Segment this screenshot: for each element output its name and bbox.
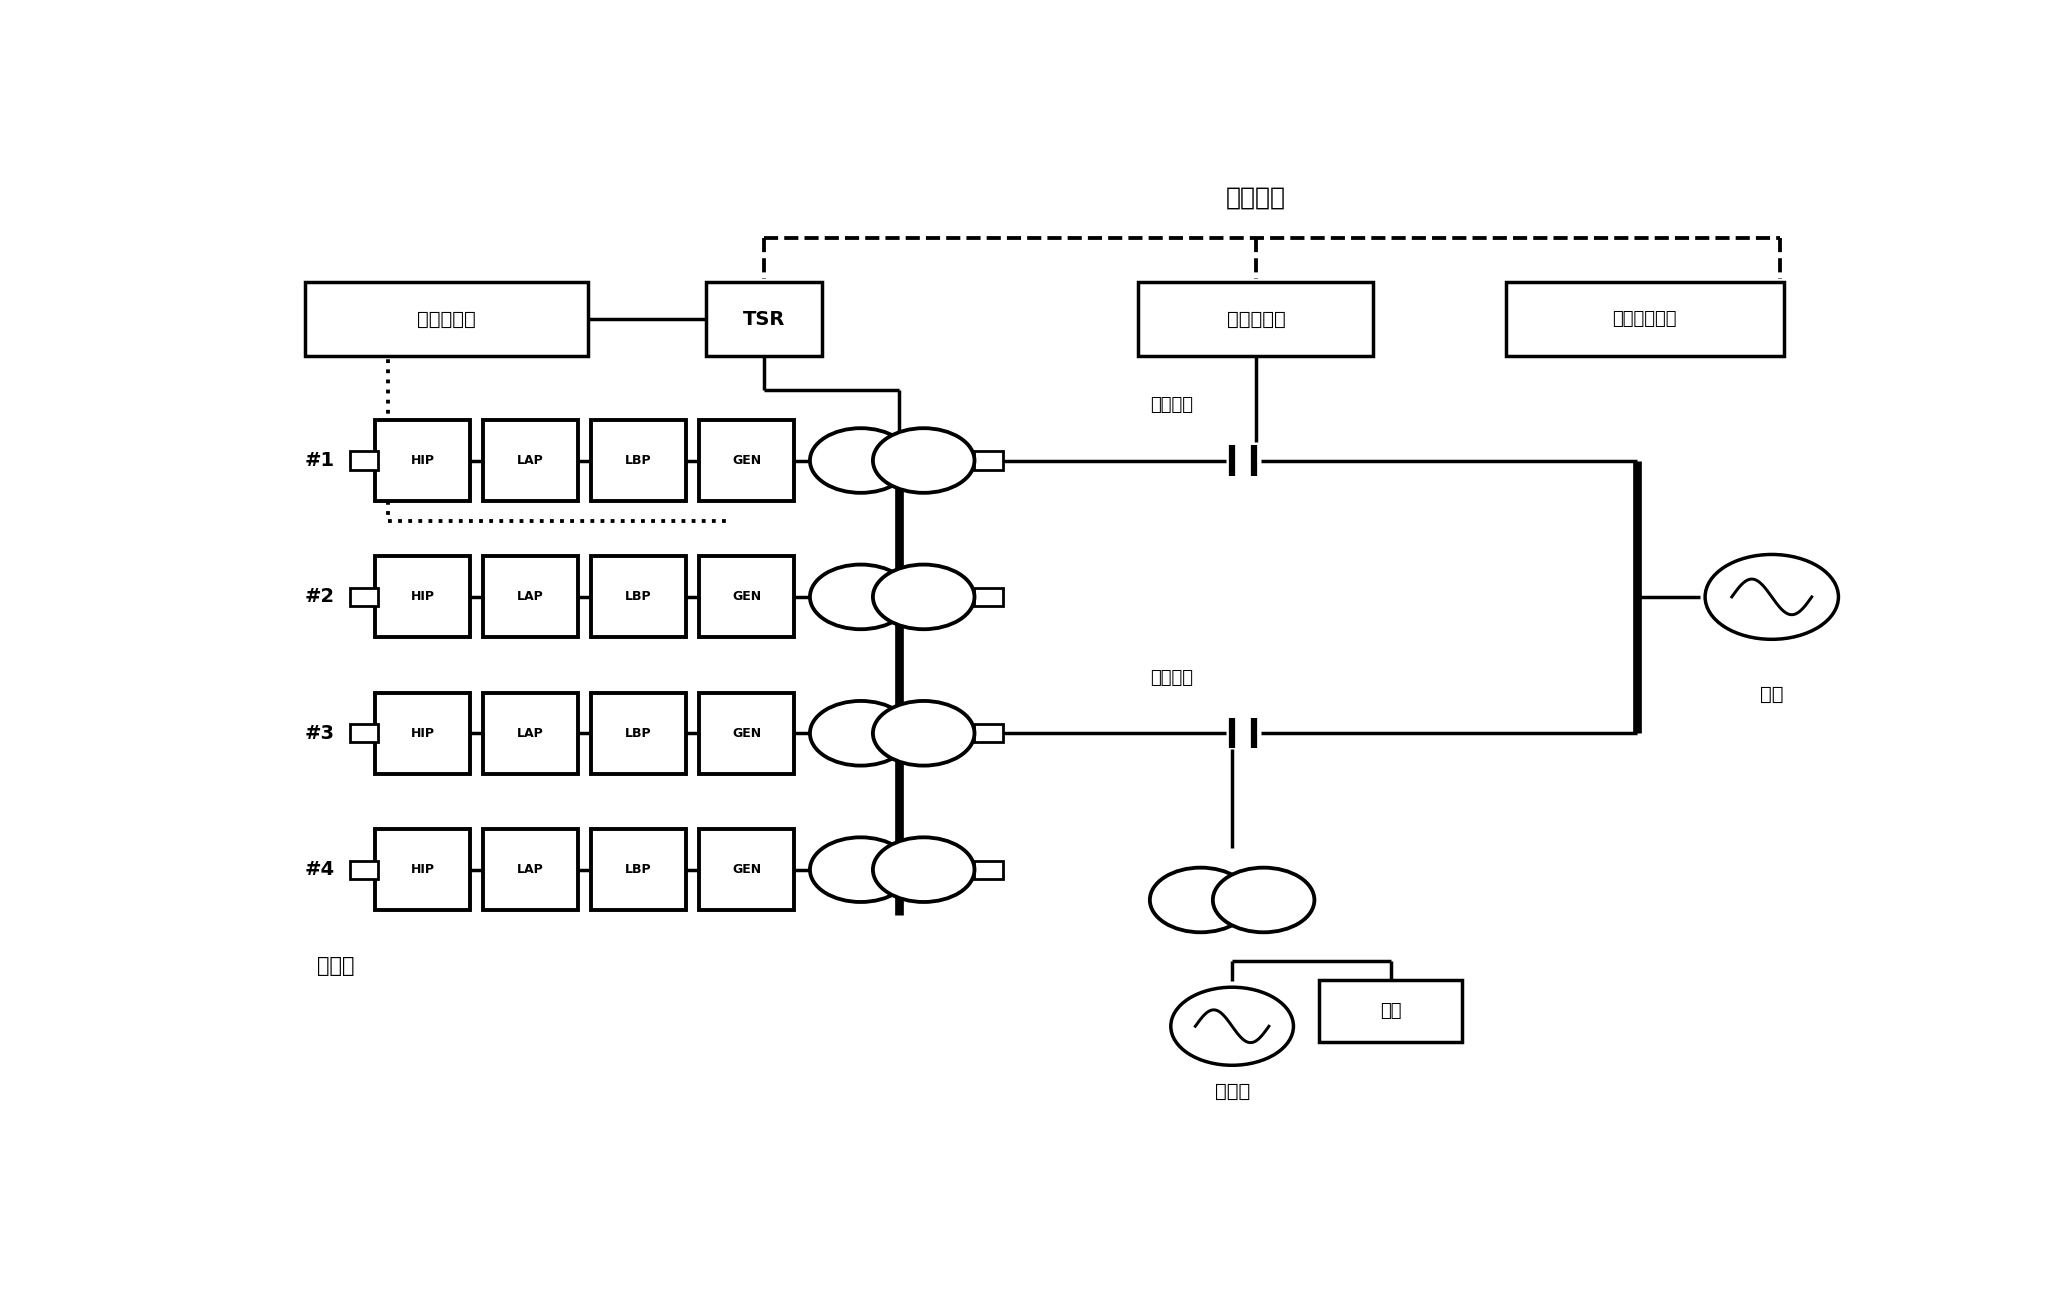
Bar	[1505, 282, 1784, 356]
Text: HIP: HIP	[412, 727, 434, 740]
Circle shape	[809, 564, 911, 630]
Bar	[698, 829, 795, 911]
Text: GEN: GEN	[731, 727, 762, 740]
Text: 发电厂: 发电厂	[1214, 1082, 1249, 1101]
Bar	[350, 861, 379, 879]
Bar	[350, 451, 379, 470]
Text: LBP: LBP	[625, 863, 651, 876]
Text: GEN: GEN	[731, 454, 762, 467]
Bar	[975, 724, 1004, 743]
Bar	[375, 420, 471, 501]
Circle shape	[1706, 555, 1839, 639]
Bar	[592, 556, 686, 638]
Bar	[305, 282, 588, 356]
Text: LBP: LBP	[625, 727, 651, 740]
Circle shape	[872, 701, 975, 766]
Bar	[698, 693, 795, 774]
Circle shape	[1149, 867, 1251, 933]
Text: 串补电容: 串补电容	[1151, 396, 1194, 415]
Bar	[1139, 282, 1374, 356]
Text: LAP: LAP	[518, 590, 545, 604]
Bar	[975, 861, 1004, 879]
Circle shape	[1212, 867, 1315, 933]
Bar	[592, 420, 686, 501]
Text: #1: #1	[305, 451, 334, 470]
Text: GEN: GEN	[731, 590, 762, 604]
Text: GEN: GEN	[731, 863, 762, 876]
Text: HIP: HIP	[412, 454, 434, 467]
Text: #4: #4	[305, 861, 334, 879]
Bar	[483, 556, 578, 638]
Bar	[698, 420, 795, 501]
Bar	[483, 693, 578, 774]
Text: LAP: LAP	[518, 454, 545, 467]
Circle shape	[872, 837, 975, 901]
Text: 系统: 系统	[1759, 685, 1784, 705]
Bar	[375, 693, 471, 774]
Text: LBP: LBP	[625, 454, 651, 467]
Bar	[350, 588, 379, 606]
Bar	[375, 556, 471, 638]
Text: 发电厂: 发电厂	[317, 955, 354, 976]
Text: 通信通道: 通信通道	[1227, 186, 1286, 210]
Circle shape	[872, 564, 975, 630]
Bar	[483, 829, 578, 911]
Bar	[375, 829, 471, 911]
Bar	[592, 829, 686, 911]
Circle shape	[809, 428, 911, 493]
Bar	[1319, 980, 1462, 1043]
Bar	[707, 282, 821, 356]
Text: TSR: TSR	[743, 310, 784, 328]
Bar	[592, 693, 686, 774]
Bar	[350, 724, 379, 743]
Text: HIP: HIP	[412, 590, 434, 604]
Circle shape	[1171, 987, 1294, 1065]
Circle shape	[809, 701, 911, 766]
Circle shape	[872, 428, 975, 493]
Text: 电网调度中心: 电网调度中心	[1612, 310, 1677, 328]
Text: LAP: LAP	[518, 863, 545, 876]
Text: LAP: LAP	[518, 727, 545, 740]
Bar	[483, 420, 578, 501]
Text: #2: #2	[305, 588, 334, 606]
Text: HIP: HIP	[412, 863, 434, 876]
Bar	[975, 451, 1004, 470]
Bar	[698, 556, 795, 638]
Circle shape	[809, 837, 911, 901]
Text: 串补电容: 串补电容	[1151, 669, 1194, 686]
Text: 负荷: 负荷	[1380, 1002, 1401, 1021]
Text: 电厂主控室: 电厂主控室	[418, 310, 475, 328]
Bar	[975, 588, 1004, 606]
Text: #3: #3	[305, 724, 334, 743]
Text: 旁路控制器: 旁路控制器	[1227, 310, 1286, 328]
Text: LBP: LBP	[625, 590, 651, 604]
